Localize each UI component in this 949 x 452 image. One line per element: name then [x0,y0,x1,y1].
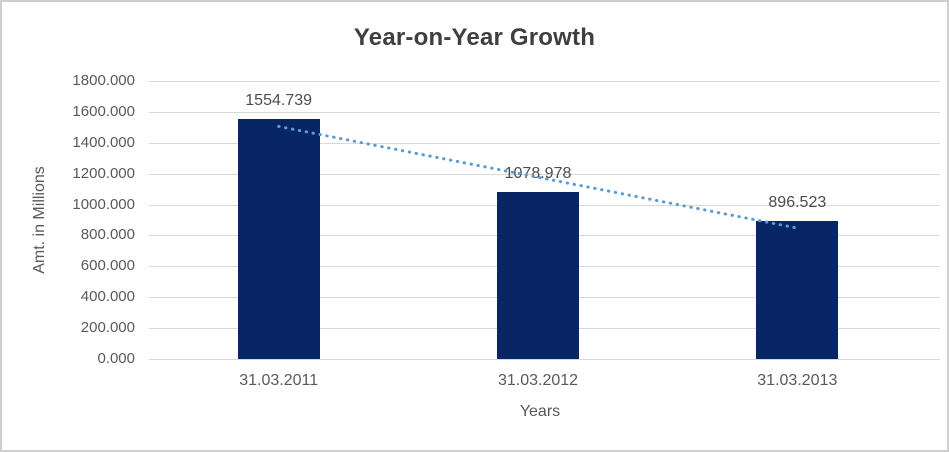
gridline [149,81,940,82]
y-axis-tick-label: 800.000 [80,226,135,244]
bar-31.03.2011 [237,118,320,359]
y-axis-tick-label: 400.000 [80,288,135,306]
x-axis-title: Years [519,403,561,420]
y-axis-tick-label: 1200.000 [72,164,135,182]
data-label: 1078.978 [504,165,572,183]
x-axis-category-label: 31.03.2013 [757,372,838,389]
y-axis-tick-label: 1600.000 [72,102,135,120]
gridline [149,359,940,360]
y-axis-tick-label: 1800.000 [72,72,135,89]
x-axis-category-label: 31.03.2011 [239,372,319,389]
y-axis-tick-label: 1000.000 [72,195,135,213]
x-axis-category-label: 31.03.2012 [497,372,579,389]
bar-31.03.2012 [497,192,579,359]
y-axis-tick-label: 200.000 [80,319,135,337]
bar-31.03.2013 [756,220,839,359]
y-axis-tick-label: 1400.000 [72,133,135,151]
y-axis-tick-label: 600.000 [80,257,135,275]
gridline [149,111,940,113]
data-label: 1554.739 [245,91,313,109]
data-label: 896.523 [768,193,827,211]
y-axis-tick-label: 0.000 [97,350,135,367]
chart-title: Year-on-Year Growth [353,24,596,51]
